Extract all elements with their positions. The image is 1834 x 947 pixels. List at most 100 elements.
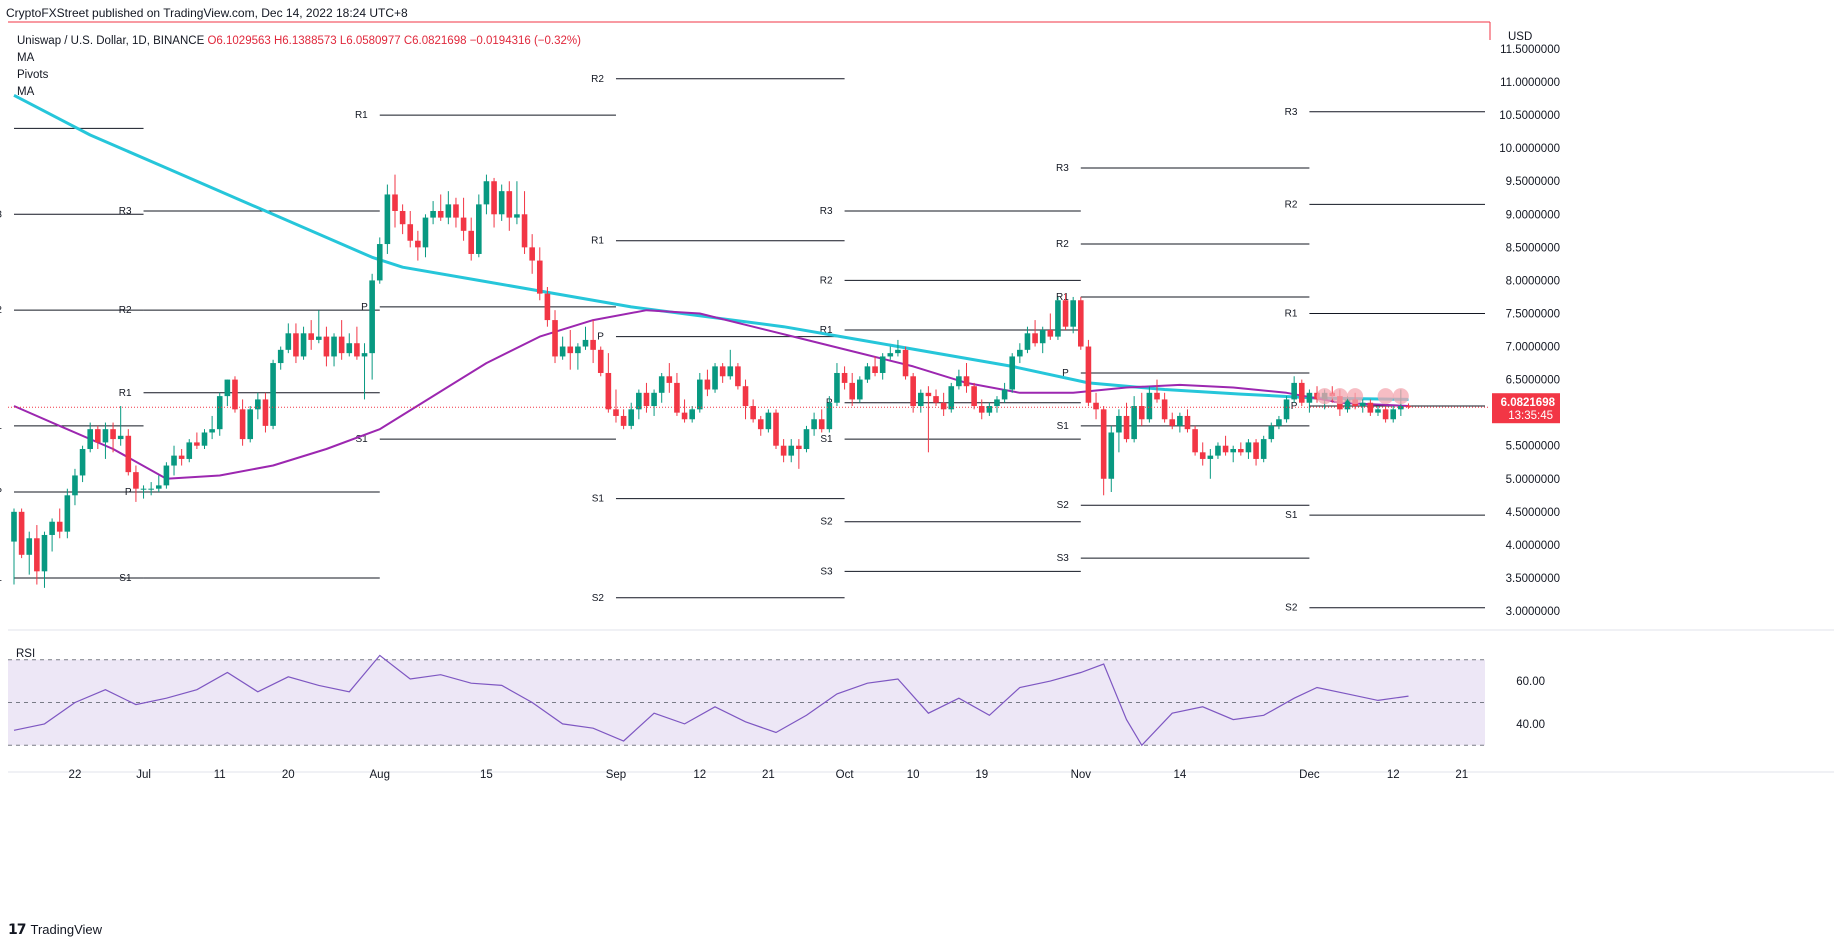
candle (163, 462, 170, 489)
rsi-pane: RSI 60.00 40.00 (8, 648, 1545, 747)
touch-marker (1347, 388, 1364, 405)
candle (658, 372, 665, 403)
price-tick: 5.5000000 (1506, 441, 1560, 453)
candle (1032, 320, 1038, 347)
candle (1093, 392, 1099, 420)
legend-indicator-ma-2[interactable]: MA (17, 86, 35, 98)
candle (773, 409, 779, 450)
candle (148, 482, 154, 496)
candle (1062, 293, 1069, 330)
candle-body (346, 343, 353, 354)
pivot-label: S1 (119, 573, 132, 584)
candle (826, 396, 833, 433)
candle-body (186, 442, 193, 459)
candle-body (529, 247, 535, 261)
candle (796, 439, 802, 469)
tradingview-footer[interactable]: 𝟭𝟳 TradingView (8, 921, 102, 938)
candle (1024, 326, 1031, 354)
currency-label: USD (1508, 31, 1532, 43)
candle (316, 310, 322, 344)
candle (1291, 376, 1297, 403)
candle (1070, 296, 1076, 334)
candle (483, 174, 490, 215)
candle (270, 359, 276, 430)
candle (780, 439, 787, 463)
pivot-label: S2 (592, 593, 605, 604)
pivot-label: R2 (1056, 239, 1069, 250)
pivot-label: R3 (0, 209, 2, 220)
candle (422, 214, 429, 258)
candle (209, 415, 215, 440)
price-tick: 11.0000000 (1500, 77, 1560, 89)
candle-body (1131, 406, 1137, 440)
candle-body (1009, 356, 1016, 390)
candle (41, 531, 48, 588)
candle-body (293, 333, 299, 357)
candle-body (415, 240, 421, 248)
time-tick: 12 (1387, 769, 1400, 781)
candle (125, 429, 132, 476)
candle (857, 376, 863, 403)
candle-body (674, 382, 680, 413)
time-tick: 10 (907, 769, 920, 781)
candle-body (1070, 300, 1076, 327)
candle-body (1199, 452, 1206, 459)
candle-body (811, 419, 817, 430)
legend-symbol-row[interactable]: Uniswap / U.S. Dollar, 1D, BINANCE O6.10… (17, 33, 581, 50)
pivot-label: R1 (1056, 292, 1069, 303)
candle-body (1306, 392, 1313, 403)
candle (1260, 435, 1267, 463)
candle-body (1405, 405, 1412, 408)
legend-open: O6.1029563 (207, 35, 271, 47)
candle-body (613, 409, 619, 416)
candle (1161, 392, 1168, 423)
candle-body (742, 386, 749, 407)
candle (834, 363, 840, 407)
candle-body (1085, 346, 1092, 403)
candle (26, 531, 33, 575)
candle (255, 392, 261, 420)
candle-body (1024, 333, 1031, 350)
candle (910, 372, 916, 413)
candle-body (750, 406, 756, 420)
candle-body (917, 392, 924, 407)
candle (171, 445, 177, 476)
time-tick: 21 (1455, 769, 1468, 781)
candle (1283, 396, 1290, 423)
rsi-tick: 40.00 (1516, 719, 1545, 731)
candle-body (788, 445, 795, 456)
candle (1253, 439, 1259, 466)
pivot-label: R2 (0, 305, 2, 316)
pivot-label: R1 (591, 236, 604, 247)
candle-body (209, 429, 215, 433)
candle (597, 346, 604, 377)
candle-body (1177, 415, 1183, 426)
candle (1009, 353, 1016, 393)
pivot-label: R1 (355, 110, 368, 121)
candle (811, 412, 817, 436)
candle (1382, 406, 1389, 423)
candle (1344, 396, 1351, 413)
last-price-value: 6.0821698 (1501, 397, 1556, 409)
legend-indicator-pivots[interactable]: Pivots (17, 69, 49, 81)
time-tick: Oct (836, 769, 855, 781)
legend-indicator-ma-1[interactable]: MA (17, 52, 35, 64)
candle-body (1123, 415, 1130, 440)
candle-body (514, 214, 520, 218)
candle (102, 422, 109, 459)
candle-body (56, 521, 63, 532)
candle-body (239, 409, 246, 440)
candle-body (757, 419, 764, 430)
candle (971, 382, 977, 410)
candle-body (300, 333, 307, 357)
candle (1146, 386, 1153, 423)
candle (620, 409, 627, 430)
legend-symbol[interactable]: Uniswap / U.S. Dollar, 1D, BINANCE (17, 35, 205, 47)
candle-body (216, 396, 223, 430)
candle (590, 320, 596, 364)
time-axis[interactable]: 22 Jul 11 20 Aug 15 Sep 12 21 Oct 10 19 Nov 14 Dec 12 21 (69, 769, 1469, 781)
pivot-label: R3 (1285, 107, 1298, 118)
candle-body (902, 349, 909, 377)
